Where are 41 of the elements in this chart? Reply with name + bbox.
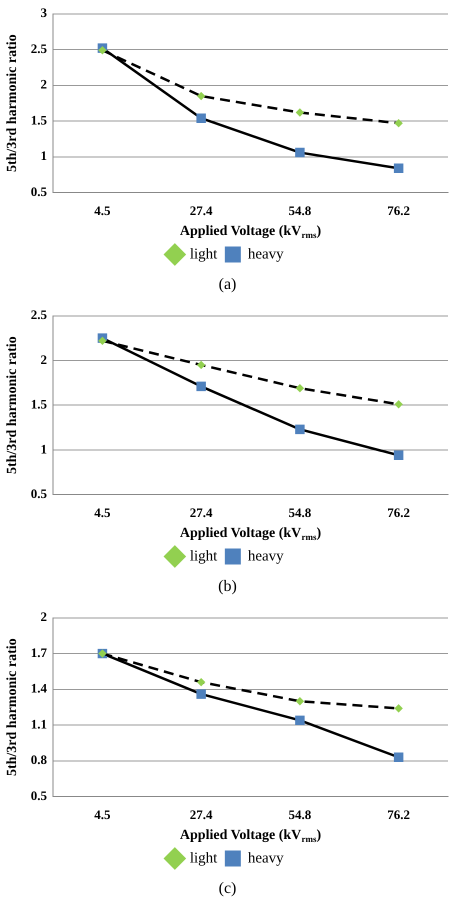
- y-tick-label: 0.5: [30, 788, 48, 803]
- y-tick-label: 2.5: [30, 40, 48, 56]
- x-tick-label: 27.4: [190, 806, 214, 822]
- x-tick-label: 76.2: [387, 504, 410, 520]
- x-tick-label: 54.8: [288, 202, 312, 218]
- legend-label: heavy: [248, 548, 284, 564]
- text: (a): [218, 275, 238, 295]
- legend-label: light: [190, 548, 218, 564]
- x-tick-label: 54.8: [288, 806, 312, 822]
- y-tick-label: 3: [40, 5, 48, 20]
- y-tick-label: 1.4: [30, 680, 48, 696]
- x-tick-label: 4.5: [94, 202, 112, 218]
- y-axis-title: 5th/3rd harmonic ratio: [5, 638, 20, 776]
- y-tick-label: 0.5: [30, 184, 48, 199]
- y-tick-label: 2: [40, 609, 48, 624]
- y-tick-label: 0.5: [30, 486, 48, 501]
- y-tick-label: 1: [40, 441, 48, 456]
- legend-label: heavy: [248, 850, 284, 866]
- y-tick-label: 2.5: [30, 307, 48, 322]
- y-tick-label: 1: [40, 148, 48, 164]
- x-tick-label: 4.5: [94, 504, 112, 520]
- y-tick-label: 1.1: [30, 716, 48, 732]
- y-axis-title: 5th/3rd harmonic ratio: [5, 336, 20, 474]
- x-tick-label: 54.8: [288, 504, 312, 520]
- legend-label: heavy: [248, 246, 284, 262]
- y-tick-label: 2: [40, 76, 48, 92]
- x-tick-label: 27.4: [190, 504, 214, 520]
- text: (b): [217, 577, 238, 597]
- y-tick-label: 0.8: [30, 752, 48, 768]
- x-tick-label: 4.5: [94, 806, 112, 822]
- y-tick-label: 1.5: [30, 112, 48, 128]
- x-tick-label: 76.2: [387, 806, 410, 822]
- x-tick-label: 27.4: [190, 202, 214, 218]
- legend-label: light: [190, 850, 218, 866]
- text: (c): [218, 879, 238, 899]
- x-tick-label: 76.2: [387, 202, 410, 218]
- legend-label: light: [190, 246, 218, 262]
- y-axis-title: 5th/3rd harmonic ratio: [5, 34, 20, 172]
- y-tick-label: 1.5: [30, 396, 48, 412]
- y-tick-label: 1.7: [30, 644, 48, 660]
- y-tick-label: 2: [40, 352, 48, 367]
